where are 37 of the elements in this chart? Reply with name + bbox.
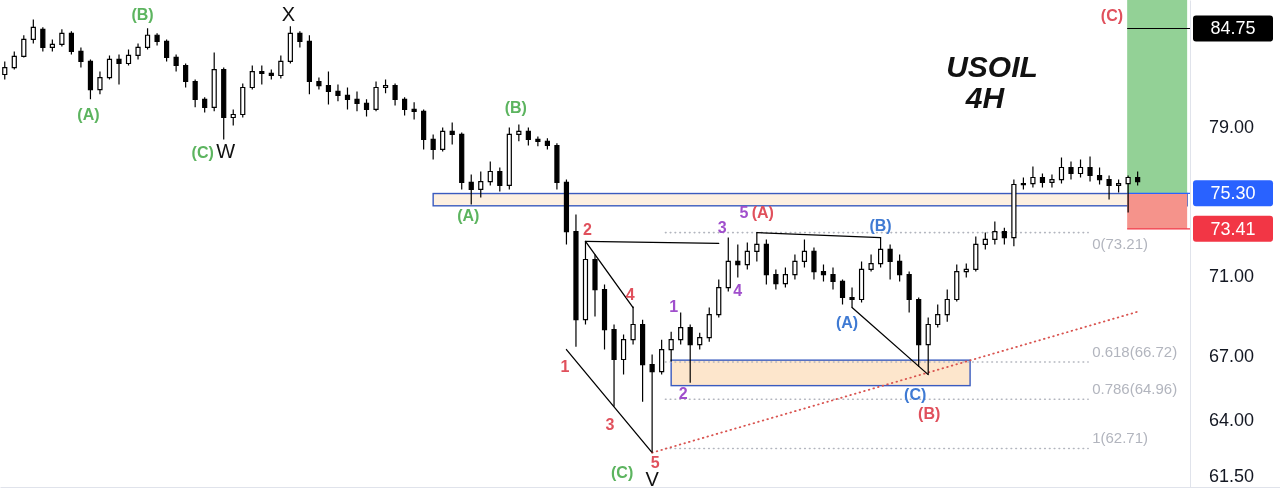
y-tick-label: 79.00: [1209, 116, 1255, 137]
annotation: 4: [733, 281, 743, 299]
annotation: (A): [77, 105, 100, 123]
annotation: 1: [669, 297, 679, 315]
annotation: (A): [751, 204, 774, 222]
y-tick-label: 64.00: [1209, 410, 1255, 431]
annotation: (C): [611, 463, 634, 481]
annotation: (A): [457, 207, 480, 224]
annotation: (C): [904, 386, 927, 404]
ref-line-label: 73.41: [1210, 218, 1256, 239]
annotation: (B): [918, 405, 941, 423]
annotation: (C): [191, 143, 214, 161]
annotation: 5: [739, 204, 749, 222]
annotation: (C): [1100, 6, 1124, 24]
annotation: 2: [678, 385, 688, 403]
y-tick-label: 61.50: [1209, 465, 1255, 486]
annotation: (B): [131, 5, 154, 23]
text: 4H: [964, 81, 1006, 114]
annotation: 3: [717, 218, 727, 236]
annotation: (B): [869, 217, 892, 235]
annotation: (B): [504, 99, 527, 117]
annotation: 1: [560, 358, 570, 376]
ref-line-label: 84.75: [1210, 18, 1256, 39]
annotation: (A): [835, 314, 859, 332]
annotation: X: [281, 3, 296, 26]
annotation: 2: [583, 220, 593, 238]
ref-line-label: 0.786(64.96): [1092, 380, 1178, 398]
y-tick-label: 67.00: [1209, 346, 1255, 367]
annotation: 3: [605, 416, 615, 434]
ref-line-label: 1(62.71): [1092, 429, 1149, 447]
y-tick-label: 71.00: [1209, 265, 1255, 286]
annotation: W: [216, 140, 236, 163]
text: USOIL: [946, 50, 1038, 83]
ref-line-label: 0.618(66.72): [1092, 343, 1178, 361]
ref-line-label: 75.30: [1210, 183, 1256, 204]
annotation: 4: [625, 286, 635, 304]
ref-line-label: 0(73.21): [1092, 234, 1149, 252]
